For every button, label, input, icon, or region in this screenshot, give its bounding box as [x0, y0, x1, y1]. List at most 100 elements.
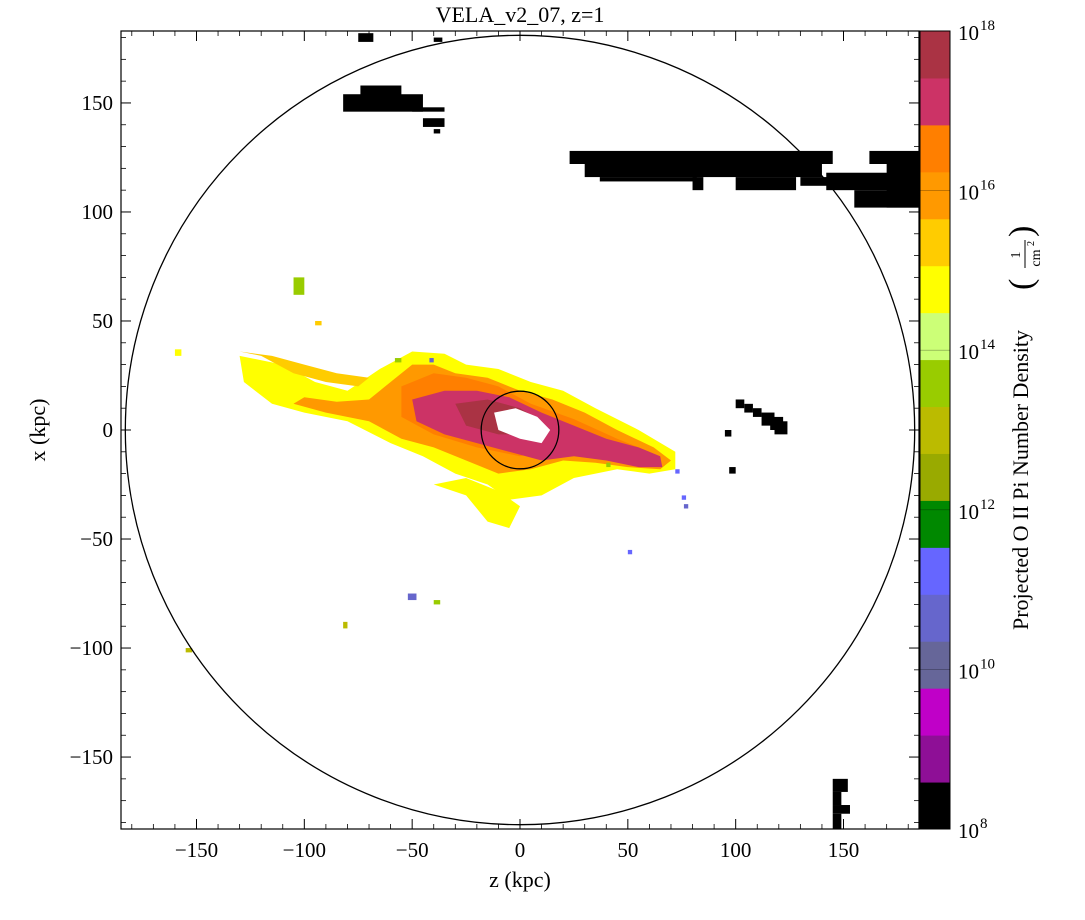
colorbar-band: [920, 500, 950, 548]
x-axis-label: z (kpc): [489, 867, 551, 892]
gas-arm-left: [239, 351, 369, 387]
colorbar-band: [920, 31, 950, 79]
gas-clump: [683, 504, 689, 509]
colorbar-tick-base: 10: [958, 500, 979, 524]
saturated-region: [832, 791, 842, 806]
saturated-region: [343, 94, 423, 112]
saturated-region: [735, 177, 797, 191]
gas-clump: [627, 549, 633, 555]
colorbar-bands: [920, 31, 950, 830]
colorbar-tick-exponent: 10: [980, 656, 995, 672]
x-tick-label: −150: [175, 838, 218, 862]
x-tick-label: −100: [283, 838, 326, 862]
gas-clump: [429, 358, 434, 363]
colorbar-tick-base: 10: [958, 659, 979, 683]
colorbar-band: [920, 171, 950, 220]
colorbar-tick-base: 10: [958, 21, 979, 45]
colorbar-band: [920, 735, 950, 783]
saturated-region: [599, 177, 697, 182]
colorbar-unit-exponent: 2: [1026, 241, 1037, 246]
saturated-region: [869, 150, 919, 164]
y-tick-label: 150: [82, 91, 114, 115]
colorbar-tick-exponent: 14: [980, 337, 996, 353]
saturated-region: [422, 118, 445, 127]
x-tick-label: 50: [617, 838, 638, 862]
colorbar-tick-label: 10 18: [958, 18, 995, 45]
gas-clump: [606, 462, 611, 468]
colorbar-unit-denominator: cm: [1029, 249, 1044, 266]
colorbar-tick-exponent: 16: [980, 178, 996, 194]
gas-clump: [407, 593, 417, 601]
saturated-region: [800, 177, 844, 186]
x-tick-label: 0: [515, 838, 526, 862]
saturated-region: [832, 813, 842, 829]
colorbar-tick-base: 10: [958, 181, 979, 205]
gas-clump: [315, 320, 322, 326]
colorbar-tick-label: 10 14: [958, 337, 996, 364]
colorbar-band: [920, 406, 950, 454]
colorbar-band: [920, 265, 950, 314]
colorbar-tick-base: 10: [958, 340, 979, 364]
colorbar-label-group: Projected O II Pi Number Density ( 1 cm …: [1003, 226, 1044, 630]
colorbar-band: [920, 782, 950, 830]
colorbar-tick-exponent: 18: [980, 18, 995, 34]
colorbar-band: [920, 453, 950, 501]
colorbar-tick-exponent: 8: [980, 816, 988, 832]
density-map: [174, 33, 919, 829]
colorbar-tick-label: 10 16: [958, 178, 996, 205]
x-tick-label: 150: [828, 838, 860, 862]
colorbar-frame: [919, 30, 951, 830]
colorbar-tick-label: 10 12: [958, 497, 995, 524]
x-tick-label: 100: [720, 838, 752, 862]
colorbar-tick-exponent: 12: [980, 497, 995, 513]
saturated-region: [735, 399, 745, 409]
saturated-region: [358, 33, 374, 42]
saturated-region: [569, 150, 833, 164]
gas-clump: [293, 277, 305, 295]
inner-galaxy-circle: [480, 390, 560, 470]
saturated-region: [692, 177, 704, 191]
saturated-region: [886, 164, 919, 208]
colorbar-unit-paren-close: ): [1003, 226, 1040, 237]
colorbar-label: Projected O II Pi Number Density: [1008, 330, 1033, 630]
saturated-region: [832, 778, 848, 792]
colorbar-unit-paren-open: (: [1003, 279, 1040, 290]
saturated-region: [433, 129, 441, 134]
y-tick-label: −50: [80, 527, 113, 551]
colorbar-band: [920, 312, 950, 361]
saturated-region: [412, 107, 445, 112]
colorbar-band: [920, 547, 950, 595]
colorbar-tick-base: 10: [958, 819, 979, 843]
colorbar-band: [920, 124, 950, 173]
x-axis-ticks: −150 −100 −50 0 50 100 150: [131, 31, 909, 862]
colorbar-band: [920, 77, 950, 126]
colorbar-band: [920, 688, 950, 736]
y-tick-label: −100: [70, 636, 113, 660]
saturated-region: [752, 408, 762, 417]
saturated-region: [832, 805, 850, 814]
saturated-region: [433, 37, 443, 42]
gas-clump: [343, 621, 348, 629]
y-axis-label: x (kpc): [25, 399, 50, 462]
y-tick-label: 50: [92, 309, 113, 333]
gas-filament-lower: [433, 478, 520, 529]
y-tick-label: 100: [82, 200, 114, 224]
y-tick-label: 0: [103, 418, 114, 442]
colorbar-band: [920, 594, 950, 642]
y-tick-label: −150: [70, 745, 113, 769]
chart-title: VELA_v2_07, z=1: [436, 2, 605, 27]
gas-clump: [174, 349, 182, 356]
gas-clump: [433, 600, 441, 605]
plot-area: −150 −100 −50 0 50 100 150 −150 −100 −50 0 50 100 15…: [70, 30, 920, 862]
saturated-region: [774, 421, 788, 435]
saturated-region: [744, 403, 753, 413]
gas-clump: [185, 648, 193, 653]
gas-clump: [675, 469, 680, 474]
y-axis-ticks: −150 −100 −50 0 50 100 150: [70, 37, 919, 823]
x-tick-label: −50: [396, 838, 429, 862]
gas-clump: [394, 358, 402, 363]
colorbar-band: [920, 641, 950, 689]
